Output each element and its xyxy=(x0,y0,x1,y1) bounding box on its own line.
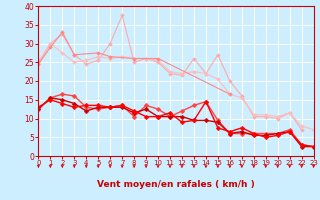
X-axis label: Vent moyen/en rafales ( km/h ): Vent moyen/en rafales ( km/h ) xyxy=(97,180,255,189)
